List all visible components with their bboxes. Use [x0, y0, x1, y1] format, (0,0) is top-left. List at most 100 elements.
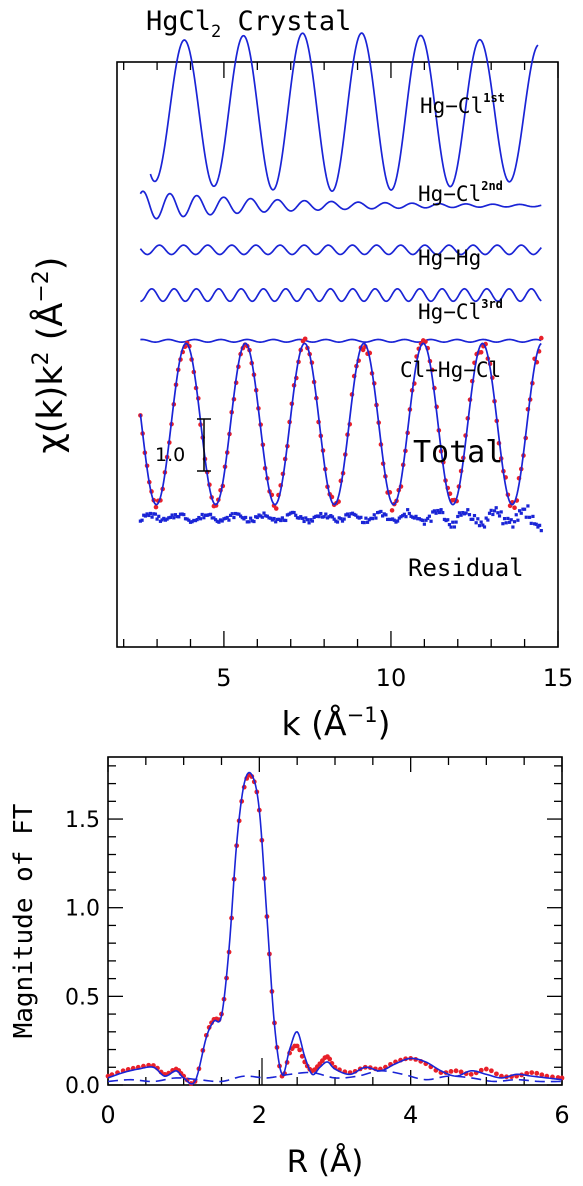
ft-y-tick-label: 0.0 — [65, 1074, 100, 1099]
residual-point — [462, 512, 467, 516]
residual-point — [177, 515, 181, 519]
residual-point — [205, 513, 209, 517]
residual-point — [432, 509, 436, 513]
residual-point — [501, 522, 505, 526]
residual-point — [280, 516, 284, 520]
residual-point — [402, 512, 406, 516]
residual-point — [497, 514, 502, 518]
residual-point — [362, 521, 366, 525]
ft-panel-ticks — [107, 757, 563, 1086]
residual-point — [454, 520, 458, 524]
residual-point — [441, 510, 445, 515]
k-panel-series-labels: Hg−Cl1st Hg−Cl2nd Hg−Hg Hg−Cl3rd Cl−Hg−Cl Tot… — [400, 91, 524, 582]
residual-point — [469, 517, 473, 521]
ft-x-tick-label: 6 — [554, 1101, 569, 1129]
residual-point — [212, 516, 216, 520]
ft-data-point — [468, 1071, 474, 1077]
residual-point — [406, 508, 410, 512]
residual-point — [289, 511, 293, 515]
residual-point — [342, 517, 346, 521]
residual-point — [451, 520, 455, 524]
residual-point — [409, 514, 413, 518]
total-data-point — [478, 350, 484, 355]
total-data-point — [153, 504, 159, 510]
residual-point — [442, 517, 447, 522]
residual-point — [152, 512, 156, 516]
residual-point — [511, 525, 515, 529]
residual-point — [167, 516, 171, 520]
residual-point — [392, 518, 396, 522]
residual-point — [352, 512, 356, 517]
residual-point — [414, 514, 418, 518]
residual-point — [234, 511, 238, 516]
residual-point — [182, 513, 186, 517]
figure-title-main: HgCl — [146, 6, 211, 37]
residual-point — [332, 517, 336, 521]
residual-point — [299, 515, 303, 519]
residual-point — [218, 518, 223, 522]
ft-data-point — [539, 1072, 545, 1078]
ft-y-tick-label: 1.0 — [65, 897, 100, 922]
residual-point — [367, 518, 371, 522]
ft-y-tick-label: 1.5 — [65, 808, 100, 833]
scale-bar: 1.0 — [155, 418, 211, 472]
residual-point — [232, 515, 236, 520]
residual-point — [267, 516, 271, 520]
residual-point — [377, 510, 381, 514]
residual-point — [165, 517, 169, 521]
residual-point — [142, 513, 146, 517]
residual-point — [255, 515, 259, 520]
residual-point — [538, 523, 542, 527]
residual-point — [222, 517, 226, 521]
residual-point — [257, 513, 261, 517]
k-panel-xlabel: k (Å−1) — [282, 703, 391, 743]
residual-point — [155, 517, 159, 521]
k-panel-curves — [138, 32, 544, 533]
residual-point — [193, 519, 198, 523]
residual-point — [350, 511, 355, 515]
k-series-hg-hg — [139, 244, 542, 256]
residual-point — [254, 515, 258, 519]
k-series-hg-cl1st — [149, 32, 539, 193]
residual-point — [284, 518, 288, 523]
residual-point — [427, 514, 431, 518]
residual-point — [412, 516, 416, 520]
residual-point — [391, 517, 395, 521]
residual-point — [197, 515, 201, 520]
residual-point — [340, 519, 345, 523]
residual-point — [482, 525, 487, 529]
residual-point — [173, 513, 178, 517]
residual-point — [528, 515, 532, 519]
residual-point — [290, 510, 294, 515]
residual-point — [369, 516, 373, 520]
residual-point — [517, 509, 522, 513]
residual-point — [389, 517, 393, 522]
residual-point — [396, 519, 400, 523]
residual-point — [344, 513, 348, 517]
residual-point — [533, 522, 537, 526]
residual-point — [506, 516, 510, 521]
residual-point — [259, 514, 263, 518]
residual-point — [347, 514, 351, 518]
residual-point — [477, 524, 482, 528]
residual-point — [270, 518, 274, 522]
ft-data-point — [458, 1069, 464, 1075]
k-series-label: Hg−Cl1st — [420, 91, 505, 118]
residual-point — [529, 521, 533, 525]
residual-point — [434, 511, 438, 515]
residual-point — [285, 513, 289, 517]
ft-panel-tick-labels: 0 2 4 6 0.0 0.5 1.0 1.5 — [65, 808, 570, 1129]
residual-point — [225, 515, 229, 520]
ft-data-point — [478, 1067, 484, 1073]
residual-point — [504, 521, 508, 525]
residual-point — [456, 514, 460, 519]
residual-point — [437, 510, 441, 515]
residual-point — [476, 517, 480, 521]
residual-point — [401, 514, 405, 518]
residual-point — [404, 515, 408, 519]
residual-point — [536, 525, 540, 529]
residual-point — [452, 525, 457, 529]
residual-point — [507, 520, 512, 524]
figure-title-subscript: 2 — [211, 22, 221, 42]
